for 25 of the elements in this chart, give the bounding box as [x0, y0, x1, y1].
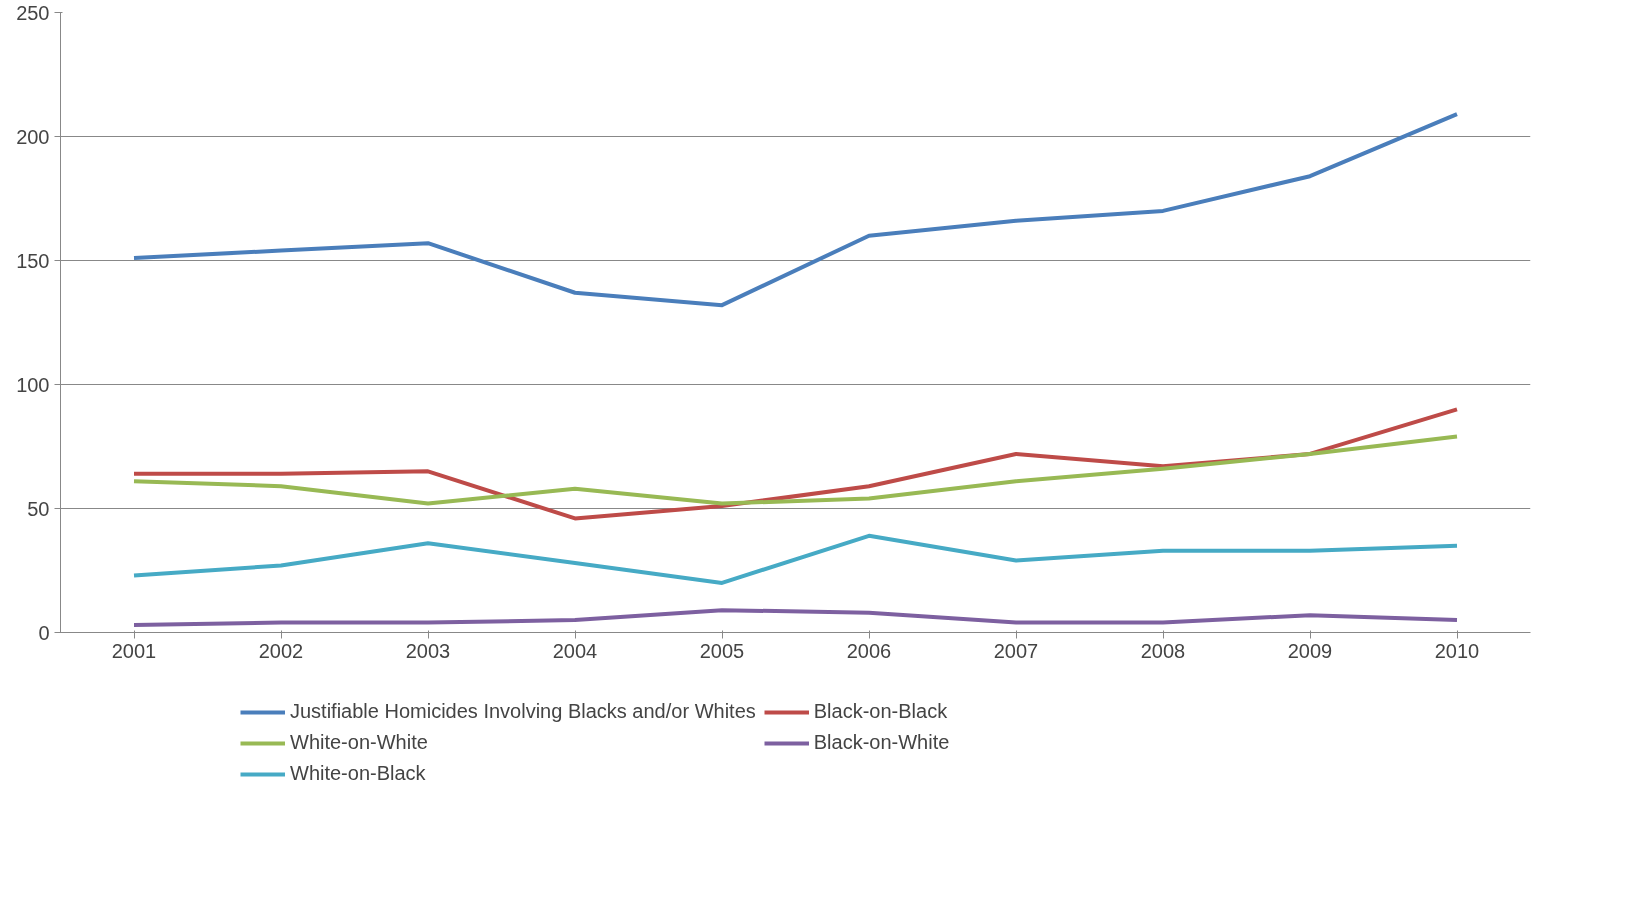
y-tick-label: 200	[16, 125, 50, 148]
x-tick-label: 2004	[552, 639, 598, 662]
line-series	[132, 434, 1459, 506]
y-tick-label: 150	[16, 249, 50, 272]
y-tick-label: 50	[27, 497, 50, 520]
legend-label: Black-on-Black	[813, 700, 948, 723]
legend-label: White-on-White	[290, 731, 428, 754]
y-tick-label: 0	[38, 621, 50, 644]
line-series	[132, 533, 1459, 585]
legend-label: Black-on-White	[813, 731, 950, 754]
x-tick-label: 2006	[846, 639, 892, 662]
x-tick-label: 2001	[111, 639, 157, 662]
legend-label: Justifiable Homicides Involving Blacks and/or Whites	[290, 700, 756, 723]
y-tick-label: 250	[16, 1, 50, 24]
line-series	[132, 112, 1459, 308]
x-tick-label: 2009	[1287, 639, 1333, 662]
legend-label: White-on-Black	[290, 762, 426, 785]
x-tick-label: 2007	[993, 639, 1039, 662]
y-tick-label: 100	[16, 373, 50, 396]
x-tick-label: 2005	[699, 639, 745, 662]
x-tick-label: 2010	[1434, 639, 1480, 662]
x-tick-label: 2002	[258, 639, 304, 662]
x-tick-label: 2008	[1140, 639, 1186, 662]
line-series	[132, 608, 1459, 628]
x-tick-label: 2003	[405, 639, 451, 662]
